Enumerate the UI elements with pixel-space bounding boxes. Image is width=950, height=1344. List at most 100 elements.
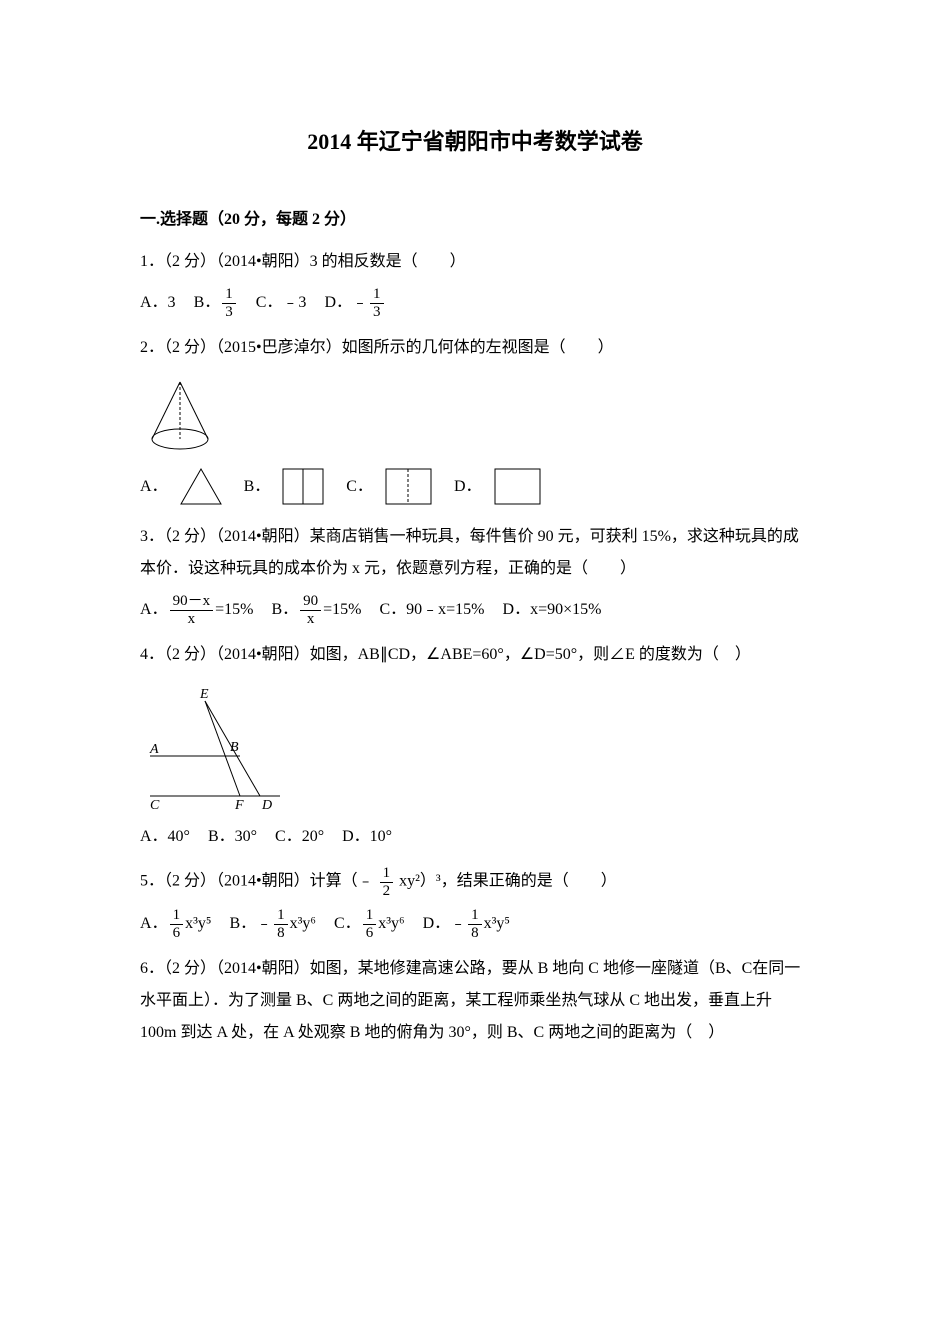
q1-optB-den: 3 <box>222 304 236 321</box>
q4-figure: E A B C F D <box>140 681 810 811</box>
question-6: 6．（2 分）（2014•朝阳）如图，某地修建高速公路，要从 B 地向 C 地修… <box>140 953 810 1049</box>
q5-optA: A． 1 6 x³y⁵ <box>140 907 211 941</box>
fraction-icon: 90 x <box>300 593 321 627</box>
q5-text-post: xy²）³，结果正确的是（ ） <box>399 873 617 890</box>
q3-optB: B． 90 x =15% <box>271 593 361 627</box>
q1-options: A．3 B． 1 3 C．﹣3 D．﹣ 1 3 <box>140 286 810 320</box>
q4-optA: A．40° <box>140 821 190 853</box>
q1-text: 1．（2 分）（2014•朝阳）3 的相反数是（ ） <box>140 246 810 278</box>
fraction-icon: 90－x x <box>170 593 214 627</box>
q3-optD: D．x=90×15% <box>503 594 602 626</box>
q5-text: 5．（2 分）（2014•朝阳）计算（﹣ 1 2 xy²）³，结果正确的是（ ） <box>140 865 810 899</box>
q3-optA-num: 90－x <box>170 593 214 611</box>
q2-optC: C． <box>346 464 436 509</box>
parallel-lines-icon: E A B C F D <box>140 681 300 811</box>
q3-optA: A． 90－x x =15% <box>140 593 253 627</box>
q5-text-den: 2 <box>380 883 394 900</box>
question-3: 3．（2 分）（2014•朝阳）某商店销售一种玩具，每件售价 90 元，可获利 … <box>140 521 810 627</box>
q4-optB: B．30° <box>208 821 257 853</box>
cone-figure-icon <box>140 374 220 454</box>
q2-optB-label: B． <box>244 471 271 503</box>
q1-optB-num: 1 <box>222 286 236 304</box>
label-B: B <box>230 740 239 755</box>
fraction-icon: 1 2 <box>380 865 394 899</box>
q2-text: 2．（2 分）（2015•巴彦淖尔）如图所示的几何体的左视图是（ ） <box>140 332 810 364</box>
q5-optC-post: x³y⁶ <box>378 908 404 940</box>
q5-optD-den: 8 <box>468 925 482 942</box>
q2-optD-label: D． <box>454 471 482 503</box>
q1-optD-num: 1 <box>370 286 384 304</box>
q2-main-figure <box>140 374 810 454</box>
q1-optB: B． 1 3 <box>194 286 238 320</box>
triangle-icon <box>176 464 226 509</box>
q3-optA-den: x <box>185 611 199 628</box>
rect-icon <box>490 464 545 509</box>
q2-options: A． B． C． D． <box>140 464 810 509</box>
q3-optB-post: =15% <box>323 594 361 626</box>
q4-optD: D．10° <box>342 821 392 853</box>
q5-options: A． 1 6 x³y⁵ B．﹣ 1 8 x³y⁶ C． 1 6 x³y⁶ D．﹣ <box>140 907 810 941</box>
q1-optD: D．﹣ 1 3 <box>324 286 385 320</box>
q5-optD-pre: D．﹣ <box>423 908 467 940</box>
q4-options: A．40° B．30° C．20° D．10° <box>140 821 810 853</box>
q5-optC-pre: C． <box>334 908 361 940</box>
question-2: 2．（2 分）（2015•巴彦淖尔）如图所示的几何体的左视图是（ ） A． B．… <box>140 332 810 509</box>
q5-optA-den: 6 <box>170 925 184 942</box>
q3-optA-pre: A． <box>140 594 168 626</box>
q1-optC: C．﹣3 <box>256 287 307 319</box>
q6-text: 6．（2 分）（2014•朝阳）如图，某地修建高速公路，要从 B 地向 C 地修… <box>140 953 810 1049</box>
q5-optC: C． 1 6 x³y⁶ <box>334 907 405 941</box>
label-A: A <box>149 742 159 757</box>
q3-optB-den: x <box>304 611 318 628</box>
fraction-icon: 1 3 <box>370 286 384 320</box>
q1-optD-label: D．﹣ <box>324 287 368 319</box>
q2-optA-label: A． <box>140 471 168 503</box>
q5-optB: B．﹣ 1 8 x³y⁶ <box>229 907 316 941</box>
q2-optD: D． <box>454 464 545 509</box>
q5-optD: D．﹣ 1 8 x³y⁵ <box>423 907 510 941</box>
label-D: D <box>261 798 272 811</box>
label-F: F <box>234 798 244 811</box>
fraction-icon: 1 6 <box>363 907 377 941</box>
q4-optC: C．20° <box>275 821 324 853</box>
rect-split-icon <box>278 464 328 509</box>
q1-optD-den: 3 <box>370 304 384 321</box>
q3-optB-pre: B． <box>271 594 298 626</box>
q5-optC-num: 1 <box>363 907 377 925</box>
section-header: 一.选择题（20 分，每题 2 分） <box>140 204 810 236</box>
q3-optB-num: 90 <box>300 593 321 611</box>
q1-optB-label: B． <box>194 287 221 319</box>
q5-optB-num: 1 <box>274 907 288 925</box>
q3-options: A． 90－x x =15% B． 90 x =15% C．90﹣x=15% D… <box>140 593 810 627</box>
label-C: C <box>150 798 160 811</box>
q1-optA: A．3 <box>140 287 176 319</box>
q5-optB-den: 8 <box>274 925 288 942</box>
q2-optB: B． <box>244 464 329 509</box>
q2-optA: A． <box>140 464 226 509</box>
q5-text-num: 1 <box>380 865 394 883</box>
q3-optA-post: =15% <box>215 594 253 626</box>
q5-optD-num: 1 <box>468 907 482 925</box>
q5-optB-post: x³y⁶ <box>290 908 316 940</box>
q5-optD-post: x³y⁵ <box>484 908 510 940</box>
label-E: E <box>199 687 209 702</box>
q2-optC-label: C． <box>346 471 373 503</box>
fraction-icon: 1 3 <box>222 286 236 320</box>
question-1: 1．（2 分）（2014•朝阳）3 的相反数是（ ） A．3 B． 1 3 C．… <box>140 246 810 320</box>
q3-text: 3．（2 分）（2014•朝阳）某商店销售一种玩具，每件售价 90 元，可获利 … <box>140 521 810 585</box>
page-title: 2014 年辽宁省朝阳市中考数学试卷 <box>140 120 810 164</box>
rect-dashed-icon <box>381 464 436 509</box>
fraction-icon: 1 8 <box>274 907 288 941</box>
fraction-icon: 1 6 <box>170 907 184 941</box>
q5-optB-pre: B．﹣ <box>229 908 272 940</box>
q5-text-pre: 5．（2 分）（2014•朝阳）计算（﹣ <box>140 873 374 890</box>
q5-optC-den: 6 <box>363 925 377 942</box>
q5-optA-pre: A． <box>140 908 168 940</box>
q5-optA-num: 1 <box>170 907 184 925</box>
fraction-icon: 1 8 <box>468 907 482 941</box>
question-5: 5．（2 分）（2014•朝阳）计算（﹣ 1 2 xy²）³，结果正确的是（ ）… <box>140 865 810 941</box>
q5-optA-post: x³y⁵ <box>185 908 211 940</box>
q4-text: 4．（2 分）（2014•朝阳）如图，AB∥CD，∠ABE=60°，∠D=50°… <box>140 639 810 671</box>
question-4: 4．（2 分）（2014•朝阳）如图，AB∥CD，∠ABE=60°，∠D=50°… <box>140 639 810 853</box>
q3-optC: C．90﹣x=15% <box>379 594 484 626</box>
